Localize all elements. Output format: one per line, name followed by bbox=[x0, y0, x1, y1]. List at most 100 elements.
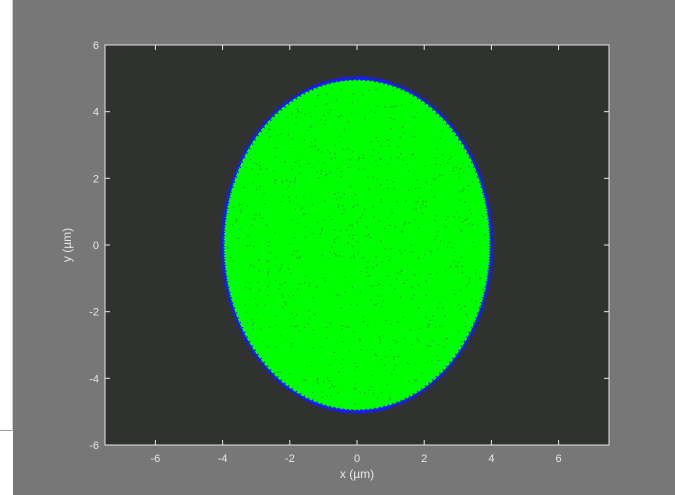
scatter-point bbox=[363, 157, 364, 158]
scatter-point bbox=[295, 162, 296, 163]
scatter-point bbox=[378, 152, 379, 153]
scatter-point bbox=[400, 153, 401, 154]
scatter-point bbox=[435, 327, 436, 328]
scatter-point bbox=[466, 314, 467, 315]
scatter-point bbox=[304, 327, 305, 328]
scatter-point bbox=[442, 307, 443, 308]
scatter-point bbox=[387, 256, 388, 257]
scatter-point bbox=[351, 198, 352, 199]
scatter-point bbox=[356, 366, 357, 367]
scatter-point bbox=[259, 214, 260, 215]
scatter-point bbox=[252, 329, 253, 330]
scatter-point bbox=[334, 153, 335, 154]
scatter-point bbox=[326, 93, 327, 94]
scatter-point bbox=[289, 319, 290, 320]
scatter-point bbox=[343, 367, 344, 368]
scatter-point bbox=[412, 287, 413, 288]
scatter-point bbox=[393, 188, 394, 189]
y-tick-label: 6 bbox=[93, 40, 99, 52]
scatter-point bbox=[255, 214, 256, 215]
scatter-point bbox=[444, 346, 445, 347]
scatter-point bbox=[359, 158, 360, 159]
scatter-point bbox=[469, 283, 470, 284]
scatter-point bbox=[292, 295, 293, 296]
scatter-point bbox=[284, 161, 285, 162]
scatter-point bbox=[317, 97, 318, 98]
scatter-point bbox=[377, 105, 378, 106]
scatter-point bbox=[376, 265, 377, 266]
scatter-point bbox=[457, 266, 458, 267]
scatter-point bbox=[291, 346, 292, 347]
scatter-point bbox=[414, 275, 415, 276]
scatter-point bbox=[281, 284, 282, 285]
scatter-point bbox=[451, 247, 452, 248]
scatter-point bbox=[298, 160, 299, 161]
scatter-point bbox=[420, 207, 421, 208]
scatter-point bbox=[349, 235, 350, 236]
plot-marks bbox=[221, 76, 494, 413]
scatter-point bbox=[387, 188, 388, 189]
scatter-point bbox=[359, 338, 360, 339]
scatter-point bbox=[462, 272, 463, 273]
scatter-point bbox=[372, 349, 373, 350]
scatter-point bbox=[384, 107, 385, 108]
scatter-point bbox=[270, 252, 271, 253]
scatter-point bbox=[343, 341, 344, 342]
scatter-point bbox=[437, 356, 438, 357]
scatter-point bbox=[259, 186, 260, 187]
scatter-point bbox=[346, 229, 347, 230]
scatter-point bbox=[275, 325, 276, 326]
scatter-point bbox=[293, 237, 294, 238]
scatter-point bbox=[381, 359, 382, 360]
scatter-point bbox=[322, 255, 323, 256]
scatter-point bbox=[251, 319, 252, 320]
scatter-point bbox=[308, 323, 309, 324]
scatter-point bbox=[326, 103, 327, 104]
scatter-point bbox=[247, 245, 248, 246]
scatter-point bbox=[482, 289, 483, 290]
scatter-point bbox=[339, 255, 340, 256]
scatter-point bbox=[376, 355, 377, 356]
y-axis-label: y (µm) bbox=[60, 228, 74, 262]
scatter-point bbox=[350, 159, 351, 160]
scatter-point bbox=[257, 313, 258, 314]
scatter-point bbox=[352, 102, 353, 103]
scatter-point bbox=[337, 168, 338, 169]
scatter-point bbox=[343, 359, 344, 360]
scatter-point bbox=[371, 375, 372, 376]
scatter-point bbox=[304, 213, 305, 214]
scatter-point bbox=[269, 241, 270, 242]
scatter-point bbox=[258, 173, 259, 174]
scatter-point bbox=[280, 371, 281, 372]
y-tick-label: 0 bbox=[93, 240, 99, 252]
scatter-point bbox=[330, 172, 331, 173]
scatter-point bbox=[438, 344, 439, 345]
scatter-point bbox=[375, 305, 376, 306]
scatter-point bbox=[426, 295, 427, 296]
scatter-point bbox=[298, 258, 299, 259]
scatter-point bbox=[380, 241, 381, 242]
scatter-point bbox=[472, 241, 473, 242]
scatter-point bbox=[258, 282, 259, 283]
scatter-point bbox=[326, 327, 327, 328]
scatter-point bbox=[240, 212, 241, 213]
scatter-point bbox=[268, 245, 269, 246]
scatter-point bbox=[355, 369, 356, 370]
scatter-point bbox=[458, 331, 459, 332]
scatter-point bbox=[404, 283, 405, 284]
scatter-point bbox=[376, 179, 377, 180]
scatter-point bbox=[263, 193, 264, 194]
scatter-point bbox=[255, 297, 256, 298]
scatter-point bbox=[322, 228, 323, 229]
scatter-point bbox=[346, 326, 347, 327]
scatter-point bbox=[394, 356, 395, 357]
scatter-point bbox=[268, 271, 269, 272]
scatter-point bbox=[377, 397, 378, 398]
y-tick-label: -4 bbox=[89, 373, 99, 385]
scatter-point bbox=[297, 223, 298, 224]
scatter-point bbox=[233, 206, 234, 207]
scatter-point bbox=[352, 246, 353, 247]
scatter-point bbox=[312, 204, 313, 205]
scatter-point bbox=[411, 344, 412, 345]
scatter-point bbox=[252, 162, 253, 163]
